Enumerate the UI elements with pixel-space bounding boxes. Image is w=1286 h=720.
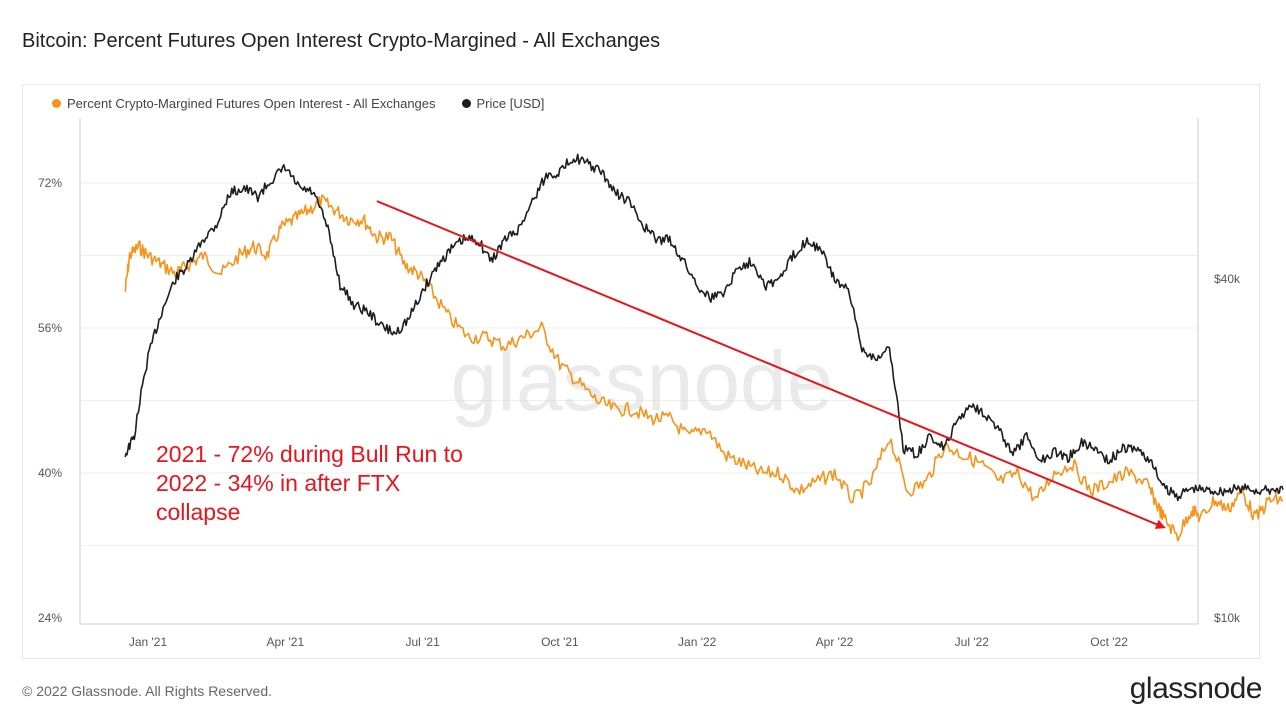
x-tick-label: Jan '21: [129, 635, 168, 649]
legend: Percent Crypto-Margined Futures Open Int…: [52, 96, 544, 111]
annotation-arrow: [376, 200, 1166, 529]
x-tick-label: Oct '22: [1090, 635, 1128, 649]
series-line-percent: [124, 194, 1284, 542]
annotation-line-1: 2021 - 72% during Bull Run to: [156, 441, 463, 467]
x-tick-label: Oct '21: [541, 635, 579, 649]
chart-frame: [22, 84, 1260, 659]
legend-item-percent[interactable]: Percent Crypto-Margined Futures Open Int…: [52, 96, 436, 111]
y-tick-label-left: 24%: [38, 611, 62, 625]
x-tick-label: Jul '21: [405, 635, 440, 649]
x-tick-label: Jan '22: [678, 635, 717, 649]
y-tick-label-right: $10k: [1214, 611, 1241, 625]
annotation-line-3: collapse: [156, 499, 241, 525]
x-tick-label: Apr '21: [266, 635, 304, 649]
watermark-text: glassnode: [451, 334, 834, 428]
annotation-line-2: 2022 - 34% in after FTX: [156, 470, 401, 496]
y-tick-label-right: $40k: [1214, 272, 1241, 286]
legend-dot-percent: [52, 99, 61, 108]
glassnode-logo[interactable]: glassnode: [1129, 672, 1263, 705]
x-tick-label: Jul '22: [955, 635, 990, 649]
y-tick-label-left: 72%: [38, 176, 62, 190]
y-tick-label-left: 56%: [38, 321, 62, 335]
y-tick-label-left: 40%: [38, 466, 62, 480]
legend-dot-price: [461, 99, 471, 108]
legend-label-percent: Percent Crypto-Margined Futures Open Int…: [67, 96, 436, 111]
series-line-price: [124, 153, 1284, 502]
legend-label-price: Price [USD]: [476, 96, 545, 111]
legend-item-price[interactable]: Price [USD]: [461, 96, 545, 111]
chart-title: Bitcoin: Percent Futures Open Interest C…: [22, 30, 661, 52]
footer-copyright: © 2022 Glassnode. All Rights Reserved.: [22, 683, 273, 699]
annotation-text: 2021 - 72% during Bull Run to 2022 - 34%…: [156, 440, 463, 527]
x-tick-label: Apr '22: [816, 635, 854, 649]
